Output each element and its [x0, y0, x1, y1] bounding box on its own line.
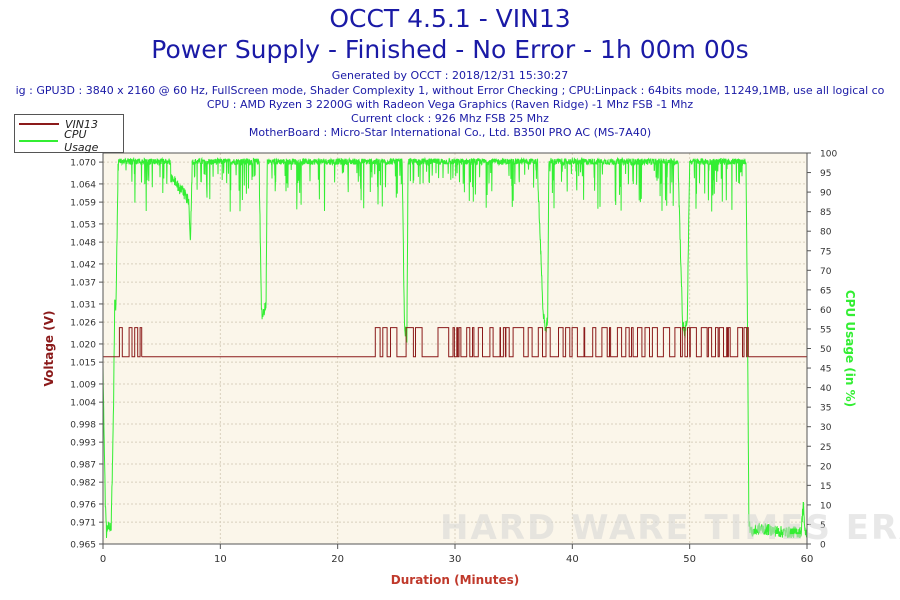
y-tick-label-right: 30	[820, 423, 832, 433]
y-tick-label-right: 85	[820, 208, 831, 218]
x-tick-label: 50	[683, 554, 696, 565]
x-tick-label: 60	[801, 554, 814, 565]
legend-item-cpu: CPU Usage	[19, 128, 123, 154]
y-tick-label-right: 70	[820, 267, 832, 277]
legend: VIN13 CPU Usage	[14, 114, 124, 154]
voltage-series-layer	[103, 327, 807, 358]
cpu-info: CPU : AMD Ryzen 3 2200G with Radeon Vega…	[206, 98, 694, 111]
x-tick-label: 20	[331, 554, 344, 565]
x-tick-label: 30	[449, 554, 462, 565]
generated-info: Generated by OCCT : 2018/12/31 15:30:27	[331, 69, 569, 82]
y-tick-label-right: 35	[820, 404, 831, 414]
y-tick-label-right: 40	[820, 384, 832, 394]
axes: 0.965 0.971 0.976 0.982 0.987 0.993 0.998 1.004…	[70, 150, 837, 566]
y-tick-label-right: 10	[820, 501, 832, 511]
y-tick-label-left: 0.998	[70, 420, 96, 430]
config-info: ig : GPU3D : 3840 x 2160 @ 60 Hz, FullSc…	[15, 84, 885, 97]
y-tick-label-left: 1.042	[70, 260, 96, 270]
y-tick-label-left: 0.965	[70, 541, 96, 551]
y-tick-label-left: 1.031	[70, 300, 96, 310]
y-tick-label-right: 0	[820, 541, 826, 551]
y-tick-label-left: 0.971	[70, 519, 96, 529]
legend-label-vin13: VIN13	[65, 117, 98, 131]
y-tick-label-left: 1.037	[70, 279, 96, 289]
legend-swatch-cpu	[19, 140, 59, 142]
y-tick-label-right: 55	[820, 325, 831, 335]
y-tick-label-left: 1.048	[70, 239, 96, 249]
legend-label-cpu: CPU Usage	[64, 128, 99, 154]
y-tick-label-right: 90	[820, 189, 832, 199]
y-tick-label-right: 100	[820, 150, 837, 160]
cpu-series-layer	[102, 156, 808, 539]
y-tick-label-right: 20	[820, 462, 832, 472]
chart-subtitle: Power Supply - Finished - No Error - 1h …	[151, 35, 749, 64]
y-tick-label-right: 95	[820, 169, 831, 179]
y-tick-label-right: 50	[820, 345, 832, 355]
x-tick-label: 40	[566, 554, 579, 565]
y-tick-label-left: 0.993	[70, 439, 96, 449]
legend-swatch-vin13	[19, 123, 59, 125]
clock-info: Current clock : 926 Mhz FSB 25 Mhz	[351, 112, 549, 125]
y-tick-label-right: 75	[820, 247, 831, 257]
y-tick-label-right: 15	[820, 482, 831, 492]
cpu-usage-line	[102, 156, 808, 539]
y-tick-label-left: 1.053	[70, 220, 96, 230]
y-tick-label-left: 0.987	[70, 460, 96, 470]
y-tick-label-right: 25	[820, 443, 831, 453]
y-tick-label-left: 1.059	[70, 199, 96, 209]
x-tick-label: 0	[100, 554, 106, 565]
y-tick-label-left: 0.976	[70, 500, 96, 510]
y-tick-label-left: 1.015	[70, 359, 96, 369]
plot-frame	[102, 152, 808, 545]
y-tick-label-right: 5	[820, 521, 826, 531]
x-tick-label: 10	[214, 554, 227, 565]
y-tick-label-left: 1.064	[70, 180, 96, 190]
y-tick-label-left: 1.020	[70, 340, 96, 350]
y-tick-label-left: 1.070	[70, 159, 96, 169]
y-axis-label-right: CPU Usage (in %)	[843, 290, 857, 407]
y-tick-label-right: 60	[820, 306, 832, 316]
vin13-line	[103, 327, 807, 358]
watermark-logo: HARD WARE TIMES ERA	[440, 508, 900, 548]
y-tick-label-right: 45	[820, 365, 831, 375]
y-tick-label-left: 1.026	[70, 319, 96, 329]
y-tick-label-left: 1.009	[70, 380, 96, 390]
legend-item-vin13: VIN13	[19, 117, 98, 131]
y-axis-label-left: Voltage (V)	[42, 311, 56, 387]
x-axis-label: Duration (Minutes)	[391, 573, 519, 587]
y-tick-label-left: 0.982	[70, 479, 96, 489]
motherboard-info: MotherBoard : Micro-Star International C…	[248, 126, 652, 139]
chart-title: OCCT 4.5.1 - VIN13	[329, 4, 571, 33]
y-tick-label-right: 80	[820, 228, 832, 238]
y-tick-label-right: 65	[820, 286, 831, 296]
y-tick-label-left: 1.004	[70, 399, 96, 409]
